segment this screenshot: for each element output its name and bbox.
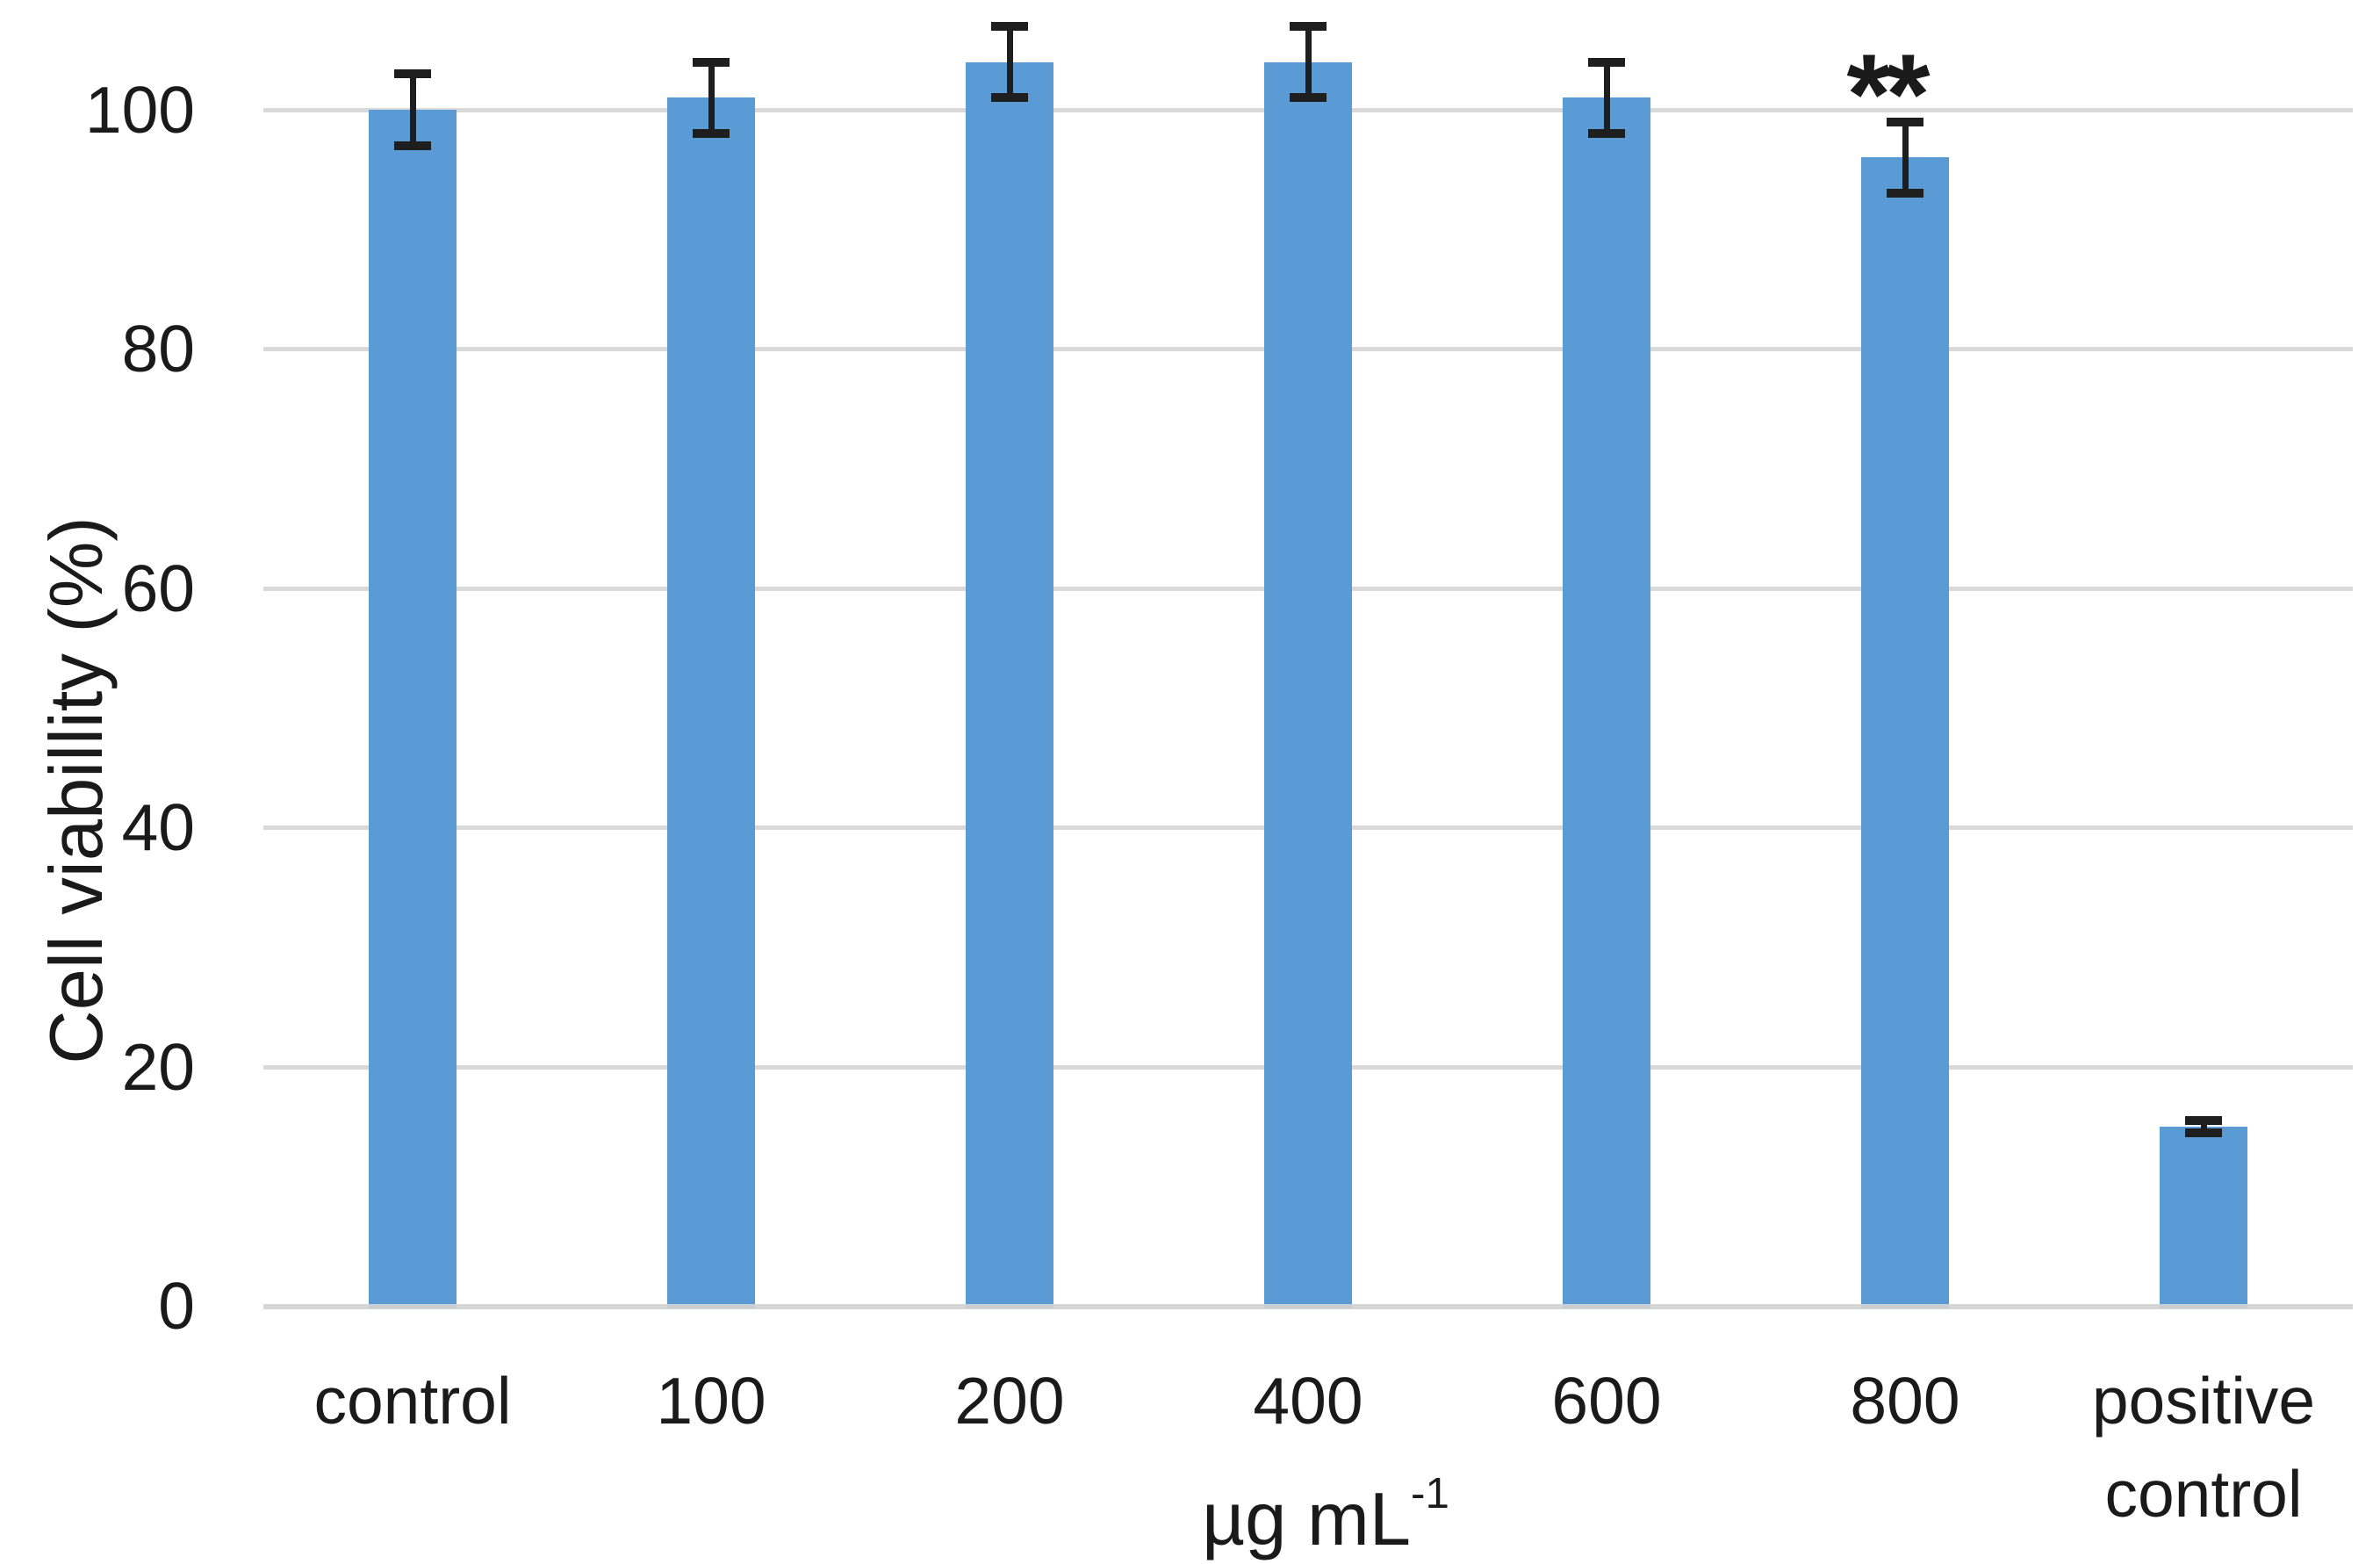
error-bar-line: [2200, 1120, 2207, 1133]
bar-800: [1861, 157, 1949, 1308]
error-bar-line: [1305, 25, 1312, 98]
y-tick-label: 40: [121, 790, 195, 865]
y-tick-label: 60: [121, 551, 195, 625]
bar-400: [1264, 61, 1352, 1308]
error-bar-cap-top: [1290, 21, 1327, 31]
bar-100: [667, 97, 755, 1308]
x-tick-label: positive control: [2091, 1364, 2316, 1531]
bar-200: [966, 61, 1053, 1308]
y-tick-label: 20: [121, 1029, 195, 1104]
x-tick-label: 200: [954, 1364, 1065, 1438]
error-bar-cap-bottom: [1290, 93, 1327, 103]
bar-control: [369, 110, 457, 1308]
error-bar-cap-top: [394, 69, 431, 79]
x-tick-label: 600: [1551, 1364, 1662, 1438]
error-bar-line: [708, 61, 715, 134]
x-axis-title: µg mL-1: [1202, 1469, 1449, 1563]
error-bar-cap-bottom: [1887, 189, 1923, 198]
x-axis-unit-exponent: -1: [1411, 1469, 1449, 1518]
bar-positive-control: [2160, 1126, 2247, 1308]
x-axis-unit-base: µg mL: [1202, 1478, 1412, 1561]
error-bar-cap-bottom: [991, 93, 1028, 103]
error-bar-line: [1902, 121, 1909, 194]
error-bar-cap-top: [693, 57, 730, 67]
error-bar-cap-top: [2185, 1115, 2222, 1125]
error-bar-line: [1006, 25, 1013, 98]
bar-600: [1563, 97, 1650, 1308]
y-tick-label: 0: [158, 1269, 195, 1343]
y-tick-label: 100: [84, 73, 195, 147]
x-axis-line: [263, 1304, 2353, 1309]
error-bar-cap-bottom: [1588, 129, 1625, 139]
error-bar-cap-bottom: [394, 141, 431, 150]
error-bar-cap-top: [1887, 117, 1923, 126]
error-bar-cap-top: [991, 21, 1028, 31]
x-tick-label: 100: [656, 1364, 766, 1438]
error-bar-cap-bottom: [2185, 1128, 2222, 1137]
x-tick-label: control: [313, 1364, 512, 1438]
y-tick-label: 80: [121, 312, 195, 386]
x-tick-label: 800: [1850, 1364, 1960, 1438]
error-bar-cap-top: [1588, 57, 1625, 67]
x-tick-label: 400: [1253, 1364, 1363, 1438]
significance-annotation: **: [1846, 30, 1930, 158]
error-bar-cap-bottom: [693, 129, 730, 139]
error-bar-line: [1603, 61, 1610, 134]
error-bar-line: [409, 74, 416, 146]
